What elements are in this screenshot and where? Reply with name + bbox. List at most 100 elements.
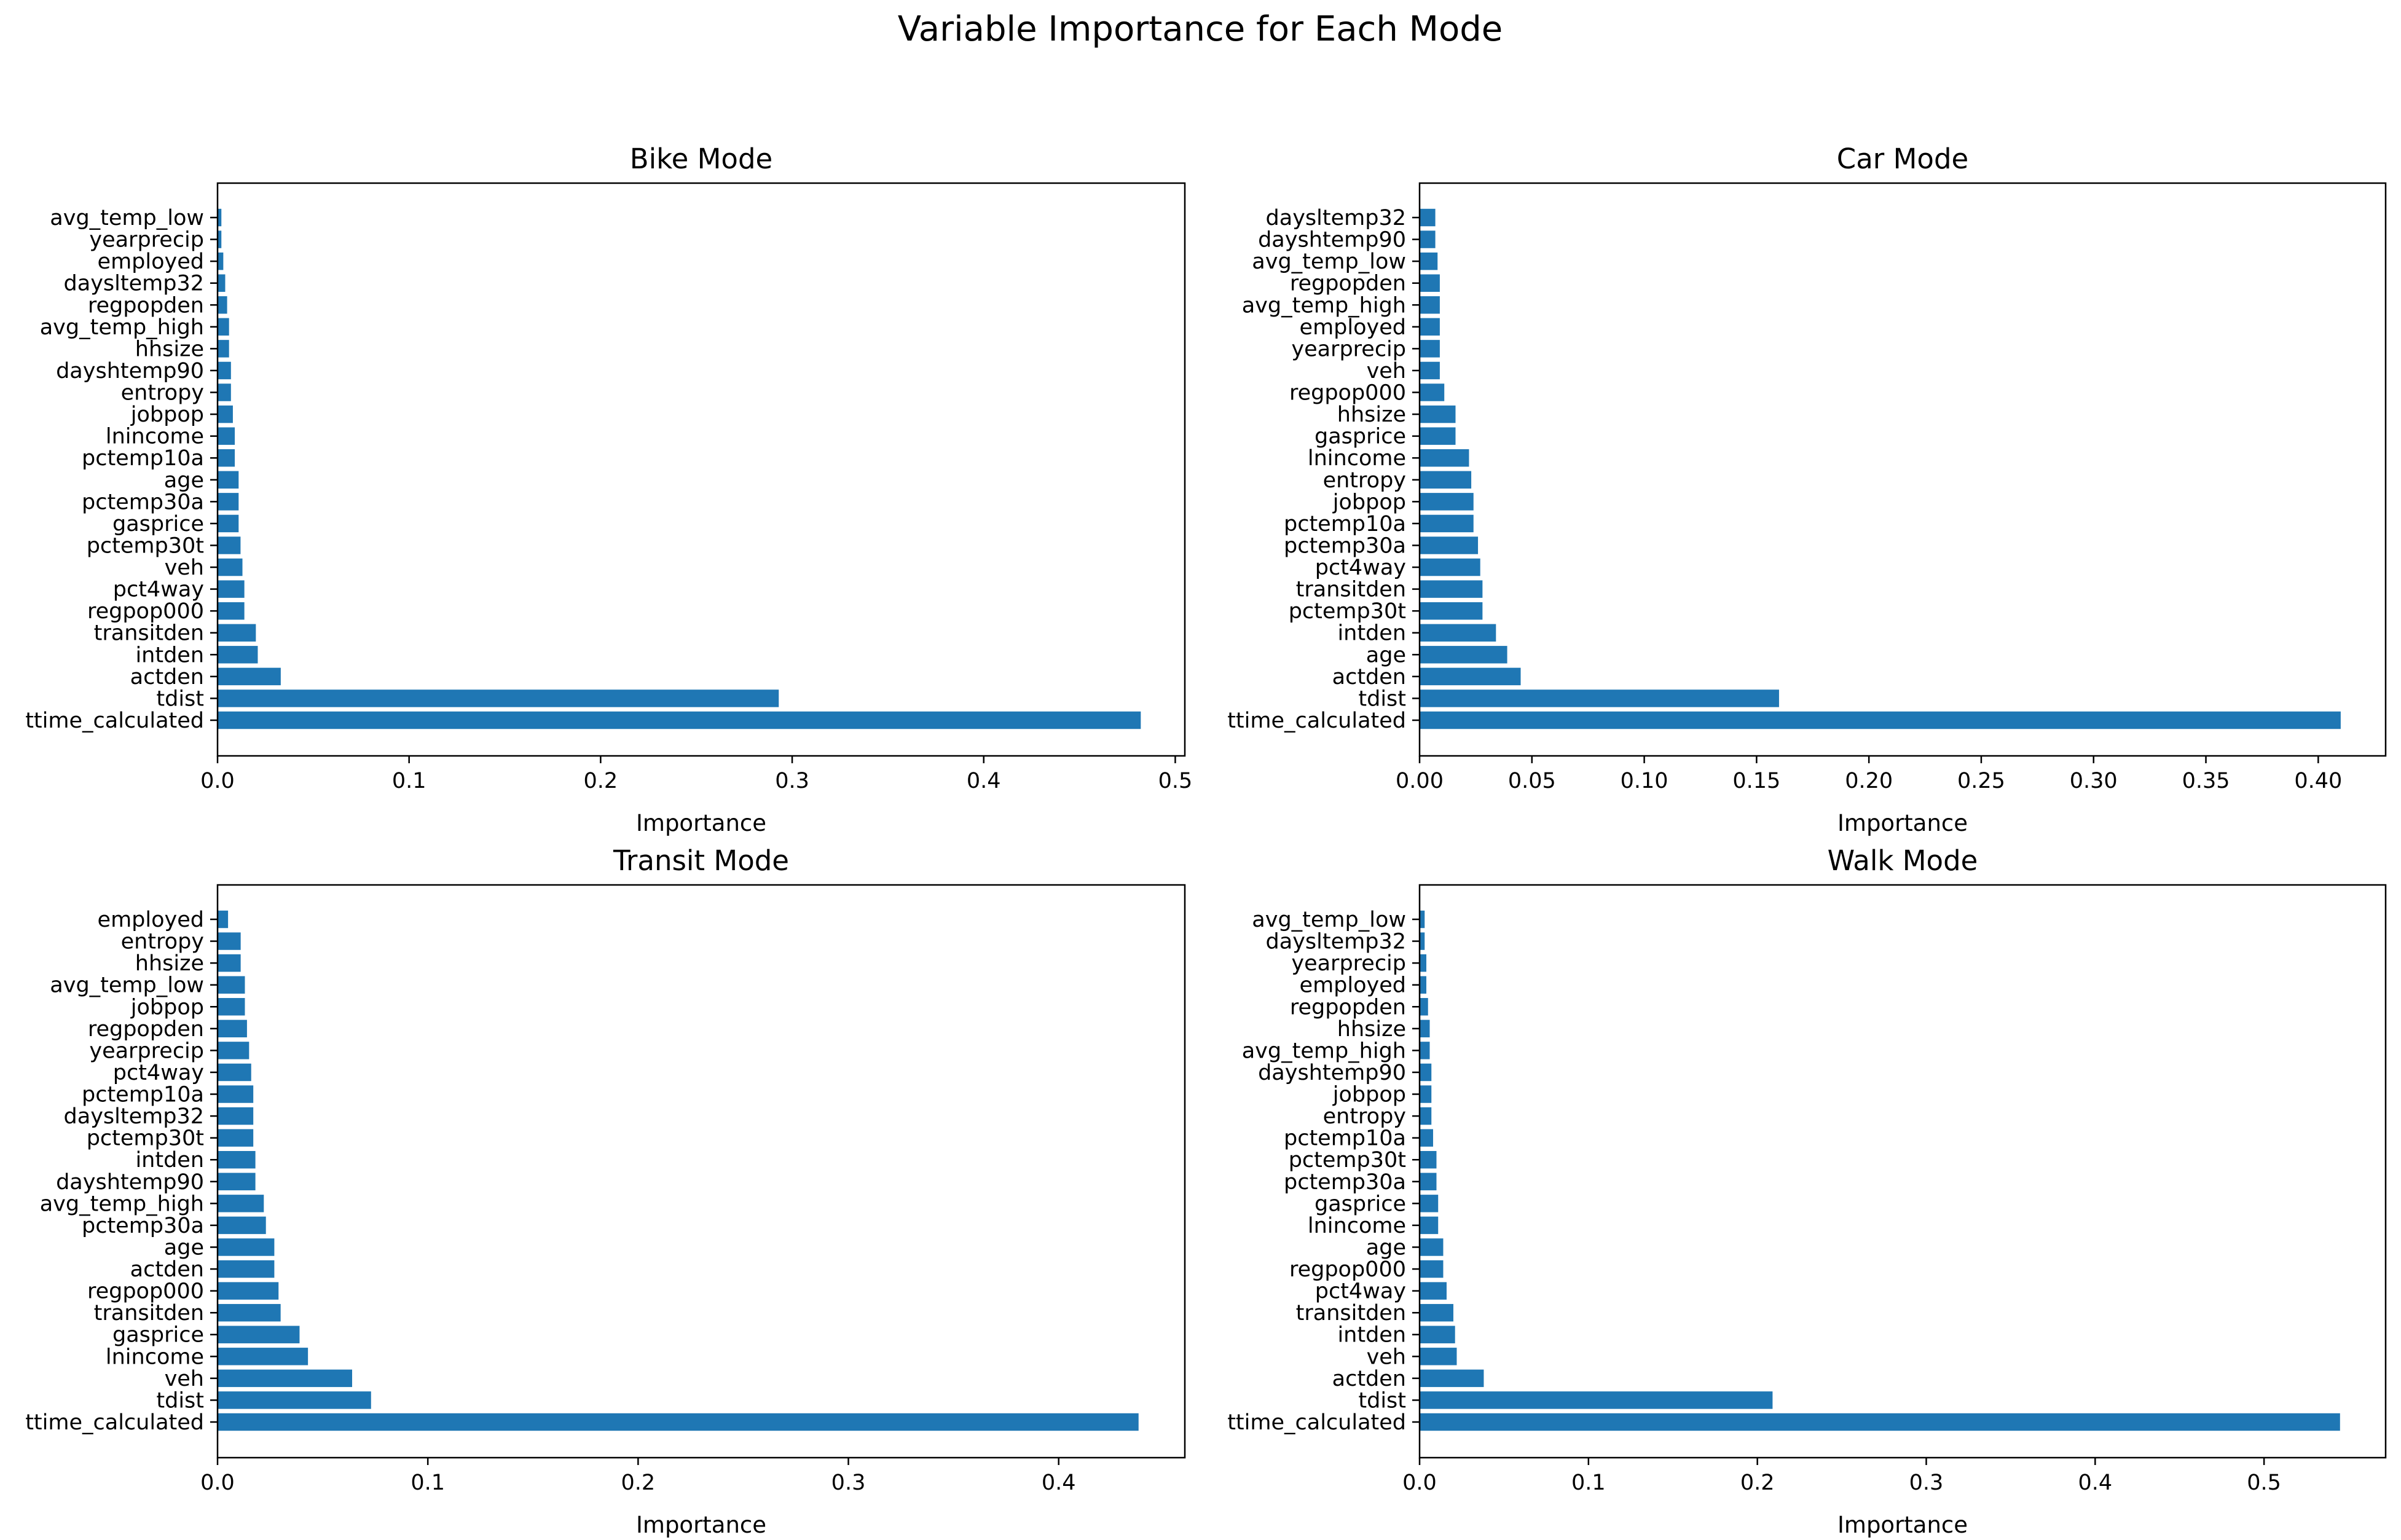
y-tick-label-avg_temp_low: avg_temp_low bbox=[50, 973, 204, 998]
x-axis-label: Importance bbox=[1837, 1512, 1968, 1538]
bar-avg_temp_low bbox=[218, 208, 222, 227]
y-tick-label-pctemp30t: pctemp30t bbox=[1289, 599, 1406, 624]
x-tick-label: 0.4 bbox=[2078, 1471, 2112, 1495]
bar-veh bbox=[218, 558, 243, 576]
y-tick-label-pctemp10a: pctemp10a bbox=[1284, 512, 1406, 536]
bar-actden bbox=[218, 1260, 275, 1278]
y-tick-label-pctemp30a: pctemp30a bbox=[82, 1214, 204, 1238]
bar-pctemp10a bbox=[1420, 1129, 1433, 1147]
bar-dayshtemp90 bbox=[218, 361, 231, 380]
y-tick-label-pctemp30t: pctemp30t bbox=[87, 1126, 204, 1151]
y-tick-label-regpopden: regpopden bbox=[88, 293, 204, 318]
y-tick-label-actden: actden bbox=[1332, 665, 1406, 689]
y-tick-label-veh: veh bbox=[165, 556, 204, 580]
y-tick-label-tdist: tdist bbox=[1358, 1388, 1406, 1413]
y-tick-label-veh: veh bbox=[1367, 359, 1406, 383]
bar-pctemp10a bbox=[218, 449, 235, 467]
x-tick-label: 0.10 bbox=[1621, 769, 1668, 793]
bar-ttime_calculated bbox=[218, 1413, 1139, 1431]
bar-avg_temp_low bbox=[1420, 252, 1438, 270]
bar-pctemp30t bbox=[1420, 602, 1483, 620]
x-tick-label: 0.0 bbox=[200, 1471, 235, 1495]
bar-regpop000 bbox=[218, 1282, 279, 1300]
y-tick-label-employed: employed bbox=[98, 249, 204, 274]
y-tick-label-daysltemp32: daysltemp32 bbox=[64, 272, 204, 296]
bar-gasprice bbox=[1420, 427, 1456, 445]
y-tick-label-ttime_calculated: ttime_calculated bbox=[25, 709, 204, 733]
bar-hhsize bbox=[218, 340, 229, 358]
bar-veh bbox=[218, 1369, 352, 1388]
y-tick-label-yearprecip: yearprecip bbox=[1291, 337, 1406, 361]
bar-regpop000 bbox=[1420, 383, 1445, 401]
x-tick-label: 0.40 bbox=[2294, 769, 2342, 793]
y-tick-label-daysltemp32: daysltemp32 bbox=[1266, 206, 1406, 230]
x-tick-label: 0.1 bbox=[1571, 1471, 1606, 1495]
y-tick-label-regpop000: regpop000 bbox=[87, 599, 204, 624]
bar-intden bbox=[218, 646, 258, 664]
bar-hhsize bbox=[1420, 1019, 1430, 1038]
bar-tdist bbox=[218, 1391, 371, 1409]
bar-age bbox=[1420, 1238, 1444, 1256]
y-tick-label-pctemp30a: pctemp30a bbox=[1284, 1170, 1406, 1195]
y-tick-label-hhsize: hhsize bbox=[1337, 1017, 1406, 1042]
bar-entropy bbox=[1420, 471, 1472, 489]
y-tick-label-age: age bbox=[1366, 1235, 1406, 1260]
y-tick-label-regpop000: regpop000 bbox=[1289, 381, 1406, 406]
bar-jobpop bbox=[218, 405, 233, 423]
y-tick-label-transitden: transitden bbox=[1296, 1301, 1406, 1326]
x-tick-label: 0.3 bbox=[1909, 1471, 1944, 1495]
y-tick-label-actden: actden bbox=[1332, 1367, 1406, 1391]
bar-yearprecip bbox=[218, 230, 222, 248]
x-axis-label: Importance bbox=[1837, 810, 1968, 836]
y-tick-label-pctemp30a: pctemp30a bbox=[1284, 533, 1406, 558]
y-tick-label-intden: intden bbox=[135, 1148, 204, 1173]
bar-avg_temp_low bbox=[218, 976, 245, 994]
x-tick-label: 0.1 bbox=[392, 769, 426, 793]
x-tick-label: 0.3 bbox=[775, 769, 809, 793]
bar-transitden bbox=[1420, 1303, 1453, 1322]
y-tick-label-ttime_calculated: ttime_calculated bbox=[1227, 1410, 1406, 1435]
y-tick-label-lnincome: lnincome bbox=[106, 425, 204, 449]
bar-gasprice bbox=[218, 514, 239, 533]
x-tick-label: 0.20 bbox=[1845, 769, 1893, 793]
bar-avg_temp_high bbox=[218, 1195, 264, 1212]
y-tick-label-pctemp30t: pctemp30t bbox=[87, 533, 204, 558]
y-tick-label-entropy: entropy bbox=[1323, 468, 1406, 493]
bar-age bbox=[1420, 646, 1507, 664]
y-tick-label-entropy: entropy bbox=[121, 381, 204, 406]
y-tick-label-jobpop: jobpop bbox=[130, 403, 204, 427]
y-tick-label-ttime_calculated: ttime_calculated bbox=[25, 1410, 204, 1435]
y-tick-label-avg_temp_high: avg_temp_high bbox=[40, 1192, 204, 1216]
x-tick-label: 0.25 bbox=[1957, 769, 2005, 793]
bar-pctemp30a bbox=[1420, 536, 1479, 554]
x-tick-label: 0.05 bbox=[1508, 769, 1556, 793]
y-tick-label-jobpop: jobpop bbox=[1332, 1083, 1406, 1107]
y-tick-label-tdist: tdist bbox=[1358, 686, 1406, 711]
x-axis-label: Importance bbox=[636, 810, 766, 836]
bar-dayshtemp90 bbox=[1420, 230, 1436, 248]
bar-regpop000 bbox=[1420, 1260, 1444, 1278]
bar-pctemp30a bbox=[218, 493, 239, 511]
subplot-title: Bike Mode bbox=[630, 143, 772, 175]
y-tick-label-veh: veh bbox=[1367, 1345, 1406, 1369]
y-tick-label-tdist: tdist bbox=[156, 686, 204, 711]
x-tick-label: 0.3 bbox=[831, 1471, 866, 1495]
bar-pctemp10a bbox=[218, 1085, 254, 1103]
bar-transitden bbox=[1420, 580, 1483, 598]
y-tick-label-entropy: entropy bbox=[1323, 1104, 1406, 1129]
y-tick-label-yearprecip: yearprecip bbox=[1291, 951, 1406, 976]
bar-gasprice bbox=[218, 1326, 300, 1343]
bar-daysltemp32 bbox=[218, 274, 226, 292]
y-tick-label-tdist: tdist bbox=[156, 1388, 204, 1413]
x-tick-label: 0.35 bbox=[2182, 769, 2230, 793]
axes-frame bbox=[1418, 182, 2387, 757]
y-tick-label-dayshtemp90: dayshtemp90 bbox=[1258, 1061, 1406, 1085]
y-tick-label-regpopden: regpopden bbox=[88, 1017, 204, 1042]
bar-entropy bbox=[218, 383, 231, 401]
bar-employed bbox=[1420, 318, 1440, 336]
bar-avg_temp_low bbox=[1420, 910, 1425, 929]
bar-transitden bbox=[218, 624, 256, 642]
y-tick-label-actden: actden bbox=[130, 1257, 204, 1282]
x-tick-label: 0.4 bbox=[1042, 1471, 1076, 1495]
bar-daysltemp32 bbox=[218, 1107, 254, 1125]
